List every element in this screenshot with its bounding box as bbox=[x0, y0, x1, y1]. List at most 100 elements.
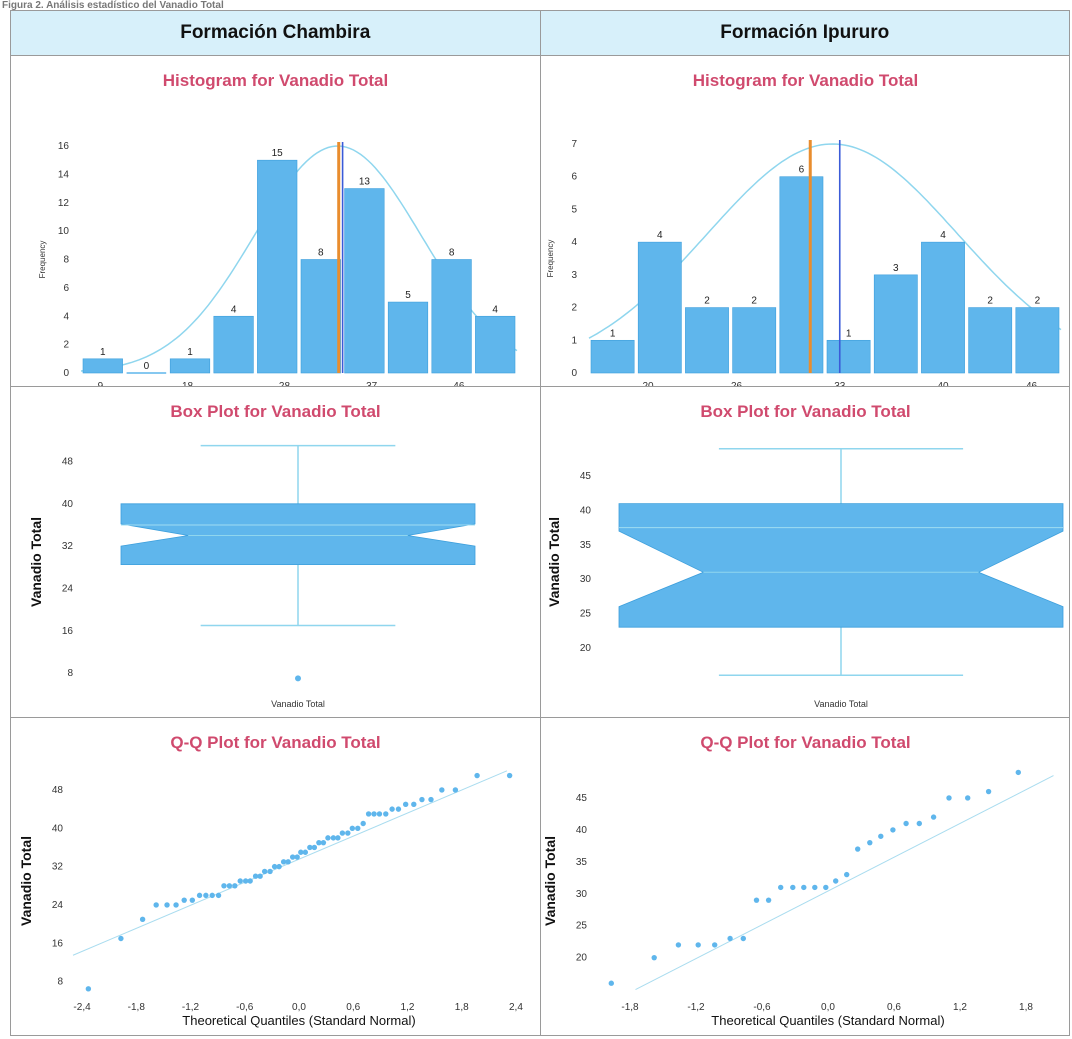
qq-point bbox=[726, 935, 733, 942]
qq-point bbox=[153, 902, 159, 908]
qq-point bbox=[285, 859, 291, 865]
y-tick-label: 25 bbox=[579, 608, 591, 619]
box bbox=[618, 503, 1063, 628]
x-axis-label: Theoretical Quantiles (Standard Normal) bbox=[182, 1013, 415, 1028]
y-tick-label: 12 bbox=[58, 198, 70, 209]
y-tick-label: 32 bbox=[52, 862, 64, 873]
qq-point bbox=[189, 897, 196, 903]
qq-point bbox=[740, 935, 746, 942]
qqplot-ipururo: Q-Q Plot for Vanadio Total 20 25 30 35 40 45 -1… bbox=[541, 718, 1070, 1035]
qq-point bbox=[85, 986, 92, 992]
x-axis-label: Theoretical Quantiles (Standard Normal) bbox=[711, 1013, 944, 1028]
histogram-bar bbox=[590, 339, 635, 374]
chart-title: Histogram for Vanadio Total bbox=[692, 71, 917, 90]
qq-point bbox=[280, 859, 287, 865]
qq-point bbox=[389, 806, 395, 812]
qq-point bbox=[765, 897, 771, 903]
y-tick-label: 35 bbox=[575, 857, 587, 868]
qq-point bbox=[203, 892, 209, 899]
qq-point bbox=[237, 878, 243, 884]
x-axis-label: Vanadio Total bbox=[271, 699, 325, 709]
qq-point bbox=[247, 878, 253, 884]
qq-point bbox=[311, 844, 318, 851]
qq-point bbox=[196, 892, 203, 899]
y-axis-label: Vanadio Total bbox=[28, 517, 44, 607]
y-tick-label: 24 bbox=[52, 900, 64, 911]
bar-count-label: 4 bbox=[231, 304, 237, 315]
qq-point bbox=[854, 846, 860, 852]
qq-point bbox=[320, 839, 327, 846]
histogram-bar bbox=[967, 307, 1012, 374]
y-tick-label: 40 bbox=[52, 823, 64, 834]
qq-point bbox=[395, 806, 402, 812]
qq-point bbox=[411, 801, 417, 808]
histogram-bar bbox=[475, 315, 516, 374]
y-tick-label: 6 bbox=[63, 283, 69, 294]
x-tick-label: 46 bbox=[453, 381, 465, 386]
qq-point bbox=[267, 868, 273, 875]
histogram-bar bbox=[257, 159, 298, 374]
qq-point bbox=[506, 772, 513, 779]
y-tick-label: 5 bbox=[571, 204, 577, 215]
qq-point bbox=[118, 935, 124, 942]
qq-point bbox=[294, 854, 300, 860]
bar-count-label: 4 bbox=[492, 304, 498, 315]
histogram-bar bbox=[387, 301, 429, 374]
y-tick-label: 7 bbox=[571, 139, 577, 150]
y-tick-label: 48 bbox=[62, 456, 74, 467]
qq-point bbox=[800, 884, 806, 891]
y-tick-label: 16 bbox=[58, 141, 70, 152]
boxplot-ipururo: Box Plot for Vanadio Total 20 25 30 35 40 45 Va… bbox=[541, 387, 1070, 717]
y-tick-label: 32 bbox=[62, 541, 74, 552]
bar-count-label: 13 bbox=[359, 177, 371, 188]
qq-point bbox=[307, 844, 313, 851]
qq-point bbox=[832, 878, 838, 884]
box bbox=[120, 503, 476, 566]
y-axis-label: Frequency bbox=[546, 240, 555, 278]
x-tick-label: -0,6 bbox=[236, 1002, 254, 1013]
y-tick-label: 0 bbox=[571, 368, 577, 379]
x-tick-label: 1,8 bbox=[455, 1002, 469, 1013]
x-tick-label: 1,2 bbox=[401, 1002, 415, 1013]
x-tick-label: 2,4 bbox=[509, 1002, 523, 1013]
qq-point bbox=[226, 883, 233, 889]
y-axis-label: Vanadio Total bbox=[542, 836, 558, 926]
y-tick-label: 25 bbox=[575, 921, 587, 932]
y-tick-label: 4 bbox=[63, 311, 69, 322]
bar-count-label: 2 bbox=[1034, 296, 1040, 307]
bar-count-label: 2 bbox=[704, 296, 710, 307]
chart-title: Box Plot for Vanadio Total bbox=[700, 402, 910, 421]
bar-count-label: 15 bbox=[272, 148, 284, 159]
histogram-bar bbox=[1014, 307, 1059, 374]
histogram-bar bbox=[169, 358, 211, 374]
histogram-chambira: Histogram for Vanadio Total 1 0 1 4 15 8 13 5 8 4 0… bbox=[11, 56, 540, 386]
qq-point bbox=[811, 884, 817, 891]
bar-count-label: 4 bbox=[657, 230, 663, 241]
x-tick-label: 37 bbox=[366, 381, 378, 386]
qq-point bbox=[335, 835, 341, 841]
bar-count-label: 1 bbox=[100, 347, 106, 358]
qq-point bbox=[209, 892, 215, 899]
qq-point bbox=[257, 873, 263, 879]
qq-point bbox=[789, 884, 795, 891]
header-ipururo: Formación Ipururo bbox=[539, 10, 1070, 56]
y-tick-label: 35 bbox=[579, 540, 591, 551]
boxplot-chambira: Box Plot for Vanadio Total 8 16 24 32 40 48 Van… bbox=[11, 387, 540, 717]
histogram-bar bbox=[213, 315, 254, 374]
y-tick-label: 45 bbox=[575, 793, 587, 804]
bar-count-label: 1 bbox=[845, 328, 851, 339]
histogram-bar bbox=[82, 358, 123, 374]
y-tick-label: 24 bbox=[62, 583, 74, 594]
bar-count-label: 8 bbox=[318, 248, 324, 259]
histogram-bar bbox=[779, 176, 823, 374]
qq-point bbox=[376, 811, 383, 817]
qq-point bbox=[695, 942, 701, 948]
x-tick-label: -2,4 bbox=[73, 1002, 91, 1013]
histogram-bar bbox=[684, 307, 729, 374]
y-tick-label: 16 bbox=[62, 626, 74, 637]
chart-title: Q-Q Plot for Vanadio Total bbox=[170, 733, 380, 752]
qq-point bbox=[325, 835, 331, 841]
histogram-bar bbox=[826, 339, 871, 374]
histogram-bar bbox=[344, 188, 385, 374]
x-tick-label: 0,0 bbox=[292, 1002, 306, 1013]
